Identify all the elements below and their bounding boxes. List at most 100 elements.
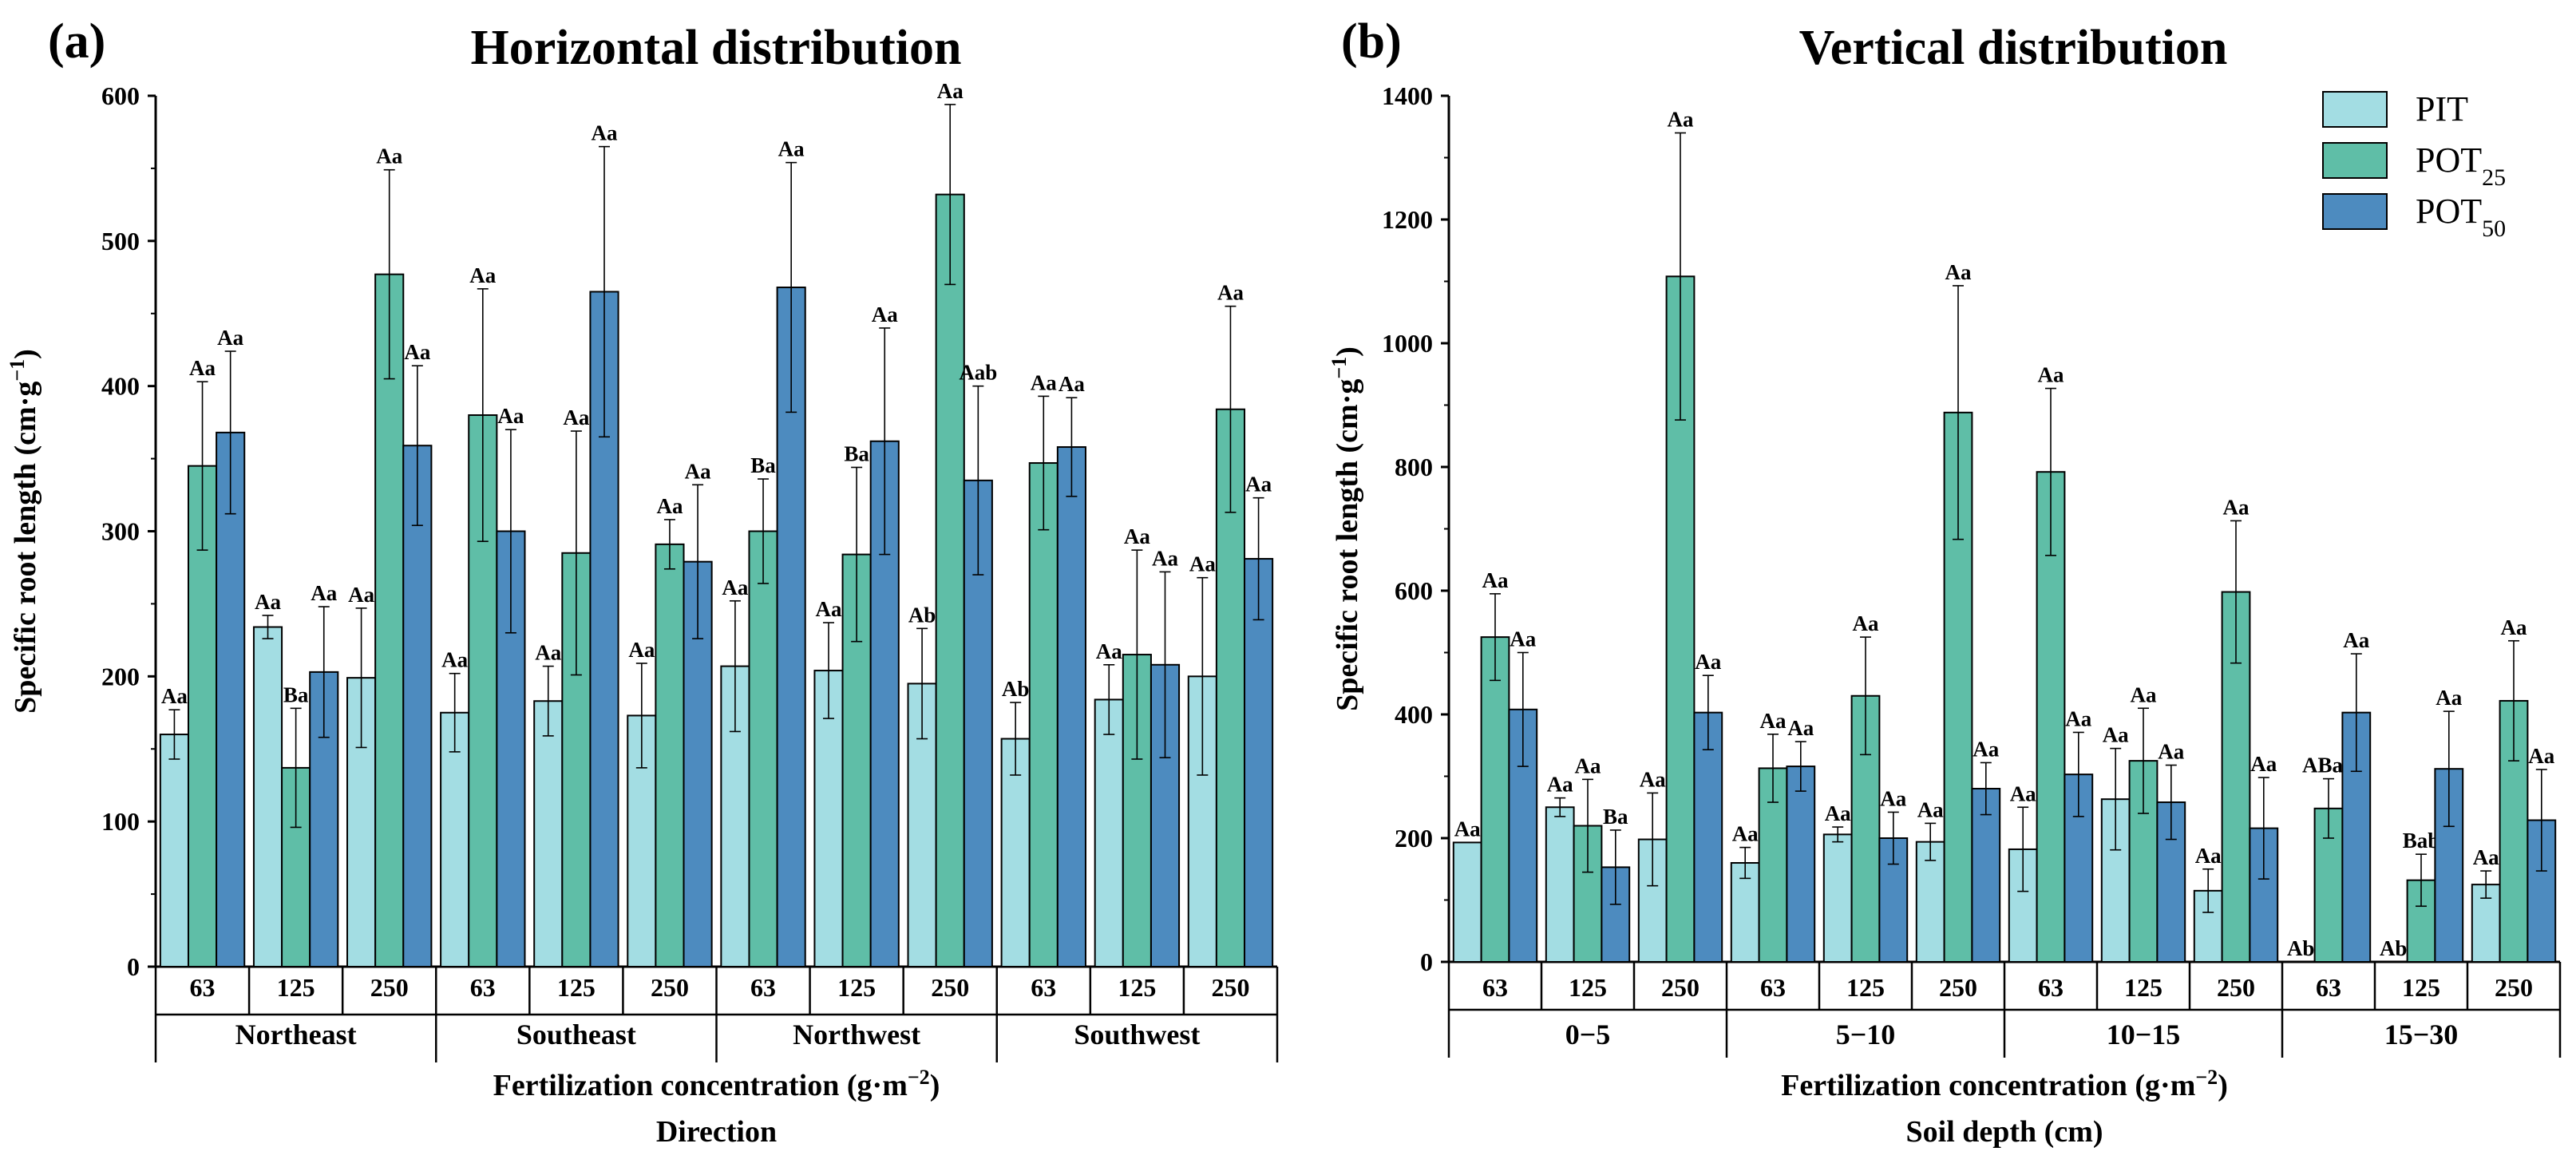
x-category-label: 63: [2316, 973, 2341, 1002]
x-category-label: 63: [750, 973, 776, 1002]
x-category-label: 63: [190, 973, 216, 1002]
x-category-label: 63: [470, 973, 496, 1002]
y-tick-label: 800: [1395, 453, 1433, 481]
significance-label: Aa: [722, 576, 748, 599]
x-category-label: 125: [557, 973, 596, 1002]
significance-label: Aa: [1217, 281, 1244, 305]
significance-label: Ab: [2380, 936, 2408, 960]
y-tick-label: 1200: [1382, 205, 1433, 234]
y-axis-label-text: Specific root length (cm·g: [1331, 379, 1364, 711]
significance-label: Aa: [2501, 615, 2527, 639]
x-group-label: 0−5: [1565, 1019, 1611, 1050]
significance-label: Aa: [161, 684, 188, 708]
legend-label-text: POT: [2416, 192, 2482, 231]
x-category-label: 250: [931, 973, 969, 1002]
bar-pit: [1094, 698, 1124, 968]
y-tick-label: 500: [101, 227, 140, 255]
x-axis-label-secondary: Soil depth (cm): [1906, 1115, 2103, 1149]
bar-pot50: [1971, 788, 2001, 963]
significance-label: Aa: [1825, 801, 1851, 825]
significance-label: Aa: [1640, 767, 1666, 791]
bar-pot50: [1056, 446, 1086, 967]
legend-label-text: POT: [2416, 140, 2482, 180]
bar-pot25: [1480, 636, 1510, 963]
legend-label: PIT: [2416, 89, 2468, 129]
y-tick-label: 1000: [1382, 329, 1433, 358]
significance-label: Aa: [1760, 709, 1787, 733]
significance-label: Aa: [404, 340, 430, 364]
significance-label: Aa: [1124, 524, 1150, 548]
legend-label: POT50: [2416, 192, 2506, 242]
significance-label: Aa: [1189, 552, 1216, 576]
significance-label: Aa: [217, 326, 243, 350]
y-axis-label-close: ): [1331, 346, 1364, 357]
significance-label: Aa: [816, 597, 842, 621]
bar-pit: [1822, 833, 1853, 963]
x-axis-label-secondary: Direction: [656, 1115, 777, 1149]
significance-label: Ba: [750, 453, 776, 477]
significance-label: Aa: [2473, 845, 2499, 869]
panel-title: Vertical distribution: [1799, 21, 2228, 75]
significance-label: Aa: [2158, 740, 2184, 764]
x-axis-label: Fertilization concentration (g·m−2): [493, 1066, 940, 1103]
x-group-label: Northeast: [235, 1019, 357, 1050]
significance-label: Ab: [2287, 936, 2315, 960]
significance-label: Aa: [1510, 627, 1536, 651]
x-category-label: 63: [1760, 973, 1786, 1002]
x-category-label: 250: [2217, 973, 2255, 1002]
significance-label: Aa: [1031, 370, 1057, 394]
x-axis-label-close: ): [930, 1069, 940, 1102]
significance-label: Aa: [376, 144, 402, 168]
significance-label: Aa: [2436, 686, 2462, 710]
x-group-label: 15−30: [2384, 1019, 2459, 1050]
x-category-label: 250: [1211, 973, 1249, 1002]
x-category-label: 63: [1482, 973, 1508, 1002]
y-axis-label: Specific root length (cm·g−1): [1328, 346, 1365, 711]
x-axis-label-superscript: −2: [908, 1066, 930, 1089]
x-axis-label-text: Fertilization concentration (g·m: [1781, 1069, 2195, 1102]
x-group-label: 5−10: [1836, 1019, 1896, 1050]
significance-label: Aa: [1547, 773, 1573, 797]
bar-pit: [252, 626, 283, 967]
significance-label: Aa: [255, 590, 281, 614]
significance-label: Aa: [1787, 716, 1814, 740]
x-category-label: 250: [2495, 973, 2533, 1002]
significance-label: Aa: [937, 79, 964, 103]
significance-label: Bab: [2403, 829, 2440, 853]
significance-label: Aa: [2010, 781, 2036, 805]
x-category-label: 250: [651, 973, 689, 1002]
significance-label: Aa: [1668, 108, 1694, 132]
y-tick-label: 0: [127, 952, 140, 981]
significance-label: Aa: [2528, 744, 2554, 768]
significance-label: Aa: [563, 406, 589, 429]
significance-label: Aa: [469, 263, 496, 287]
significance-label: Aa: [1880, 786, 1906, 810]
x-group-label: Southwest: [1074, 1019, 1200, 1050]
significance-label: Ba: [844, 441, 869, 465]
significance-label: Aa: [1245, 473, 1272, 497]
significance-label: Ab: [1002, 677, 1030, 701]
y-tick-label: 0: [1420, 948, 1433, 976]
x-category-label: 250: [1661, 973, 1700, 1002]
x-category-label: 250: [370, 973, 409, 1002]
x-group-label: Northwest: [793, 1019, 920, 1050]
y-axis-label-close: ): [9, 349, 42, 359]
x-axis-label-superscript: −2: [2195, 1066, 2218, 1089]
bar-pot25: [655, 543, 685, 967]
significance-label: Aa: [1454, 817, 1481, 841]
bar-pit: [1545, 806, 1575, 963]
significance-label: Aa: [189, 356, 216, 380]
y-axis-label-text: Specific root length (cm·g: [9, 382, 42, 714]
x-category-label: 125: [837, 973, 876, 1002]
significance-label: Aa: [1096, 639, 1122, 663]
significance-label: Aab: [959, 361, 997, 385]
significance-label: Aa: [2038, 363, 2064, 387]
bar-pit: [440, 711, 470, 968]
significance-label: Aa: [1152, 546, 1178, 570]
bar-pit: [159, 734, 189, 967]
legend-label: POT25: [2416, 140, 2506, 191]
significance-label: Aa: [778, 137, 805, 161]
bar-pot50: [402, 445, 433, 967]
y-tick-label: 600: [1395, 576, 1433, 605]
bar-pit: [1730, 862, 1760, 963]
